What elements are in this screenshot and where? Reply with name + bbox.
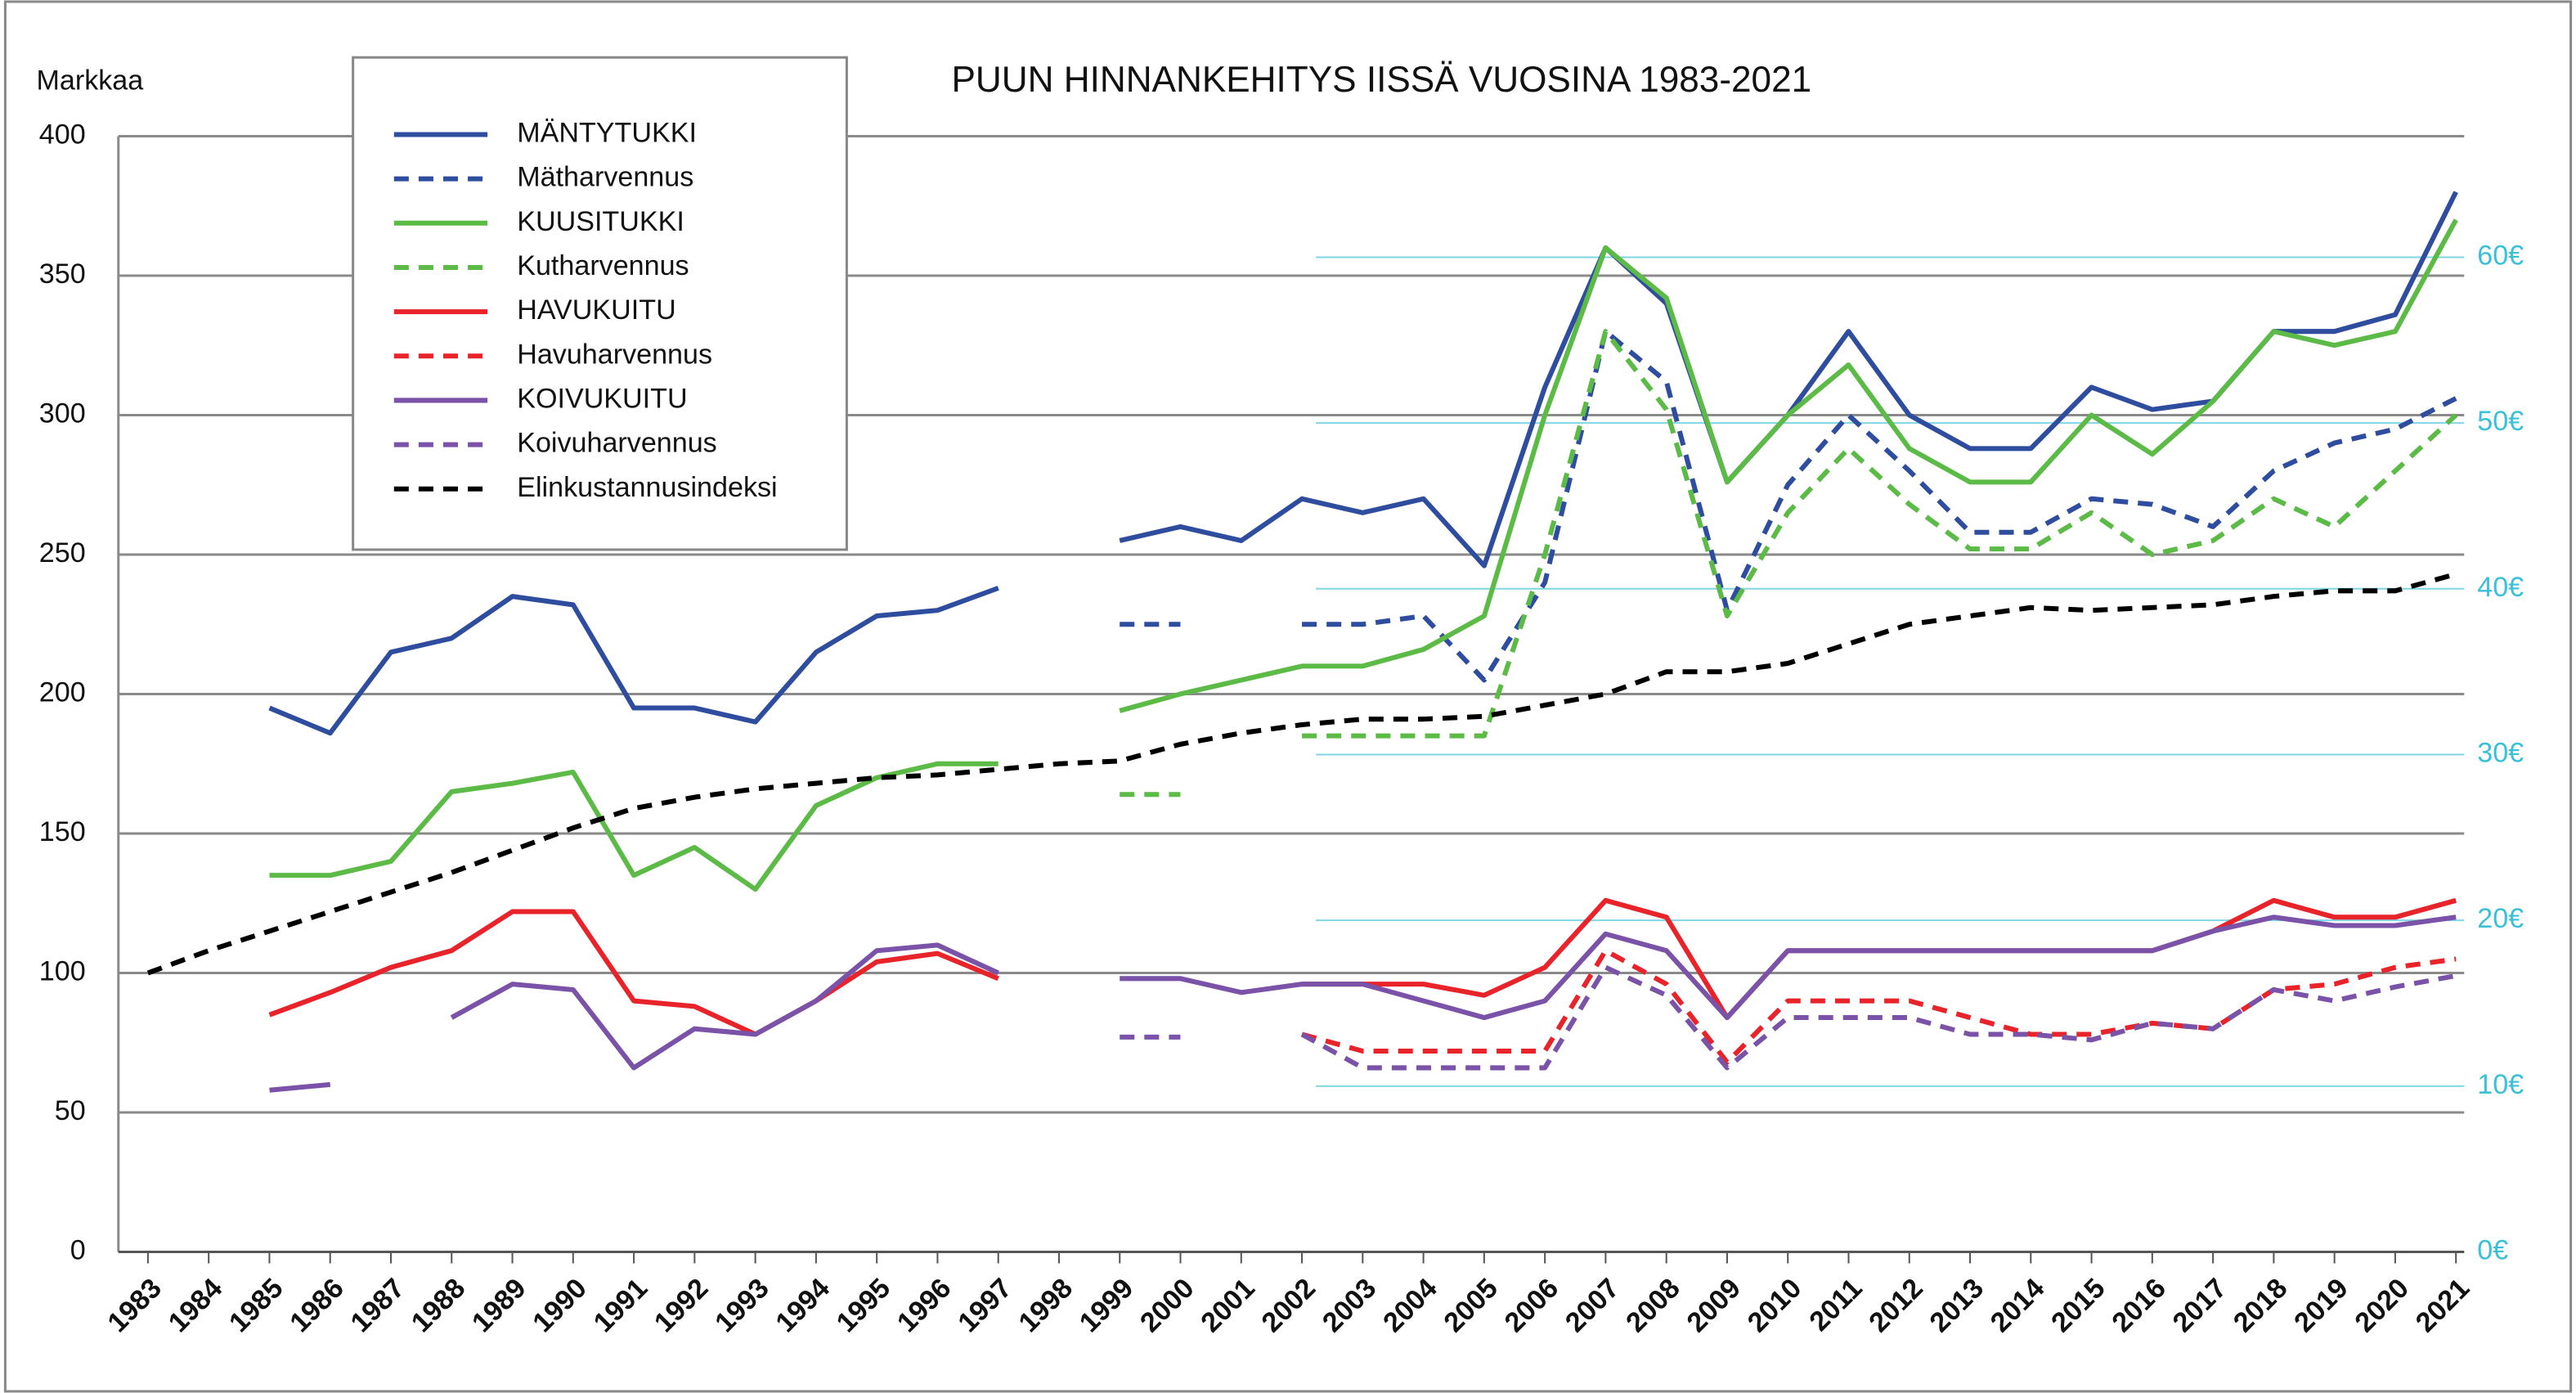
series-line xyxy=(1120,329,2457,683)
y-tick-label: 0 xyxy=(70,1235,86,1266)
legend-label: Koivuharvennus xyxy=(517,428,717,459)
y-tick-label: 350 xyxy=(39,258,86,290)
y2-tick-label: 10€ xyxy=(2477,1069,2524,1100)
y-tick-label: 50 xyxy=(55,1095,86,1126)
legend-label: Havuharvennus xyxy=(517,339,712,370)
series-line xyxy=(1301,948,2457,1065)
legend-label: HAVUKUITU xyxy=(517,294,675,326)
y-tick-label: 300 xyxy=(39,398,86,429)
legend-label: KOIVUKUITU xyxy=(517,383,687,414)
series-line xyxy=(1120,964,2457,1071)
y-tick-label: 250 xyxy=(39,537,86,568)
legend: MÄNTYTUKKI Mätharvennus KUUSITUKKI Kutharve… xyxy=(352,56,848,551)
legend-label: Kutharvennus xyxy=(517,250,689,281)
legend-label: KUUSITUKKI xyxy=(517,206,684,237)
y2-tick-label: 30€ xyxy=(2477,737,2524,768)
chart-title: PUUN HINNANKEHITYS IISSÄ VUOSINA 1983-20… xyxy=(952,60,1812,100)
legend-label: MÄNTYTUKKI xyxy=(517,117,697,148)
y-axis-label: Markkaa xyxy=(37,65,144,96)
legend-box xyxy=(352,56,848,551)
y-tick-label: 100 xyxy=(39,956,86,987)
series-line xyxy=(146,571,2457,976)
y2-tick-label: 20€ xyxy=(2477,903,2524,934)
legend-label: Mätharvennus xyxy=(517,162,693,193)
series-line xyxy=(269,218,2458,892)
series-line xyxy=(1120,329,2458,798)
y2-tick-label: 50€ xyxy=(2477,406,2524,437)
legend-label: Elinkustannusindeksi xyxy=(517,472,777,503)
y-tick-label: 150 xyxy=(39,816,86,847)
y2-tick-label: 0€ xyxy=(2477,1235,2508,1266)
y2-tick-label: 40€ xyxy=(2477,572,2524,603)
y2-tick-label: 60€ xyxy=(2477,240,2524,271)
series-line xyxy=(269,914,2457,1093)
y-tick-label: 200 xyxy=(39,677,86,708)
y-tick-label: 400 xyxy=(39,119,86,151)
